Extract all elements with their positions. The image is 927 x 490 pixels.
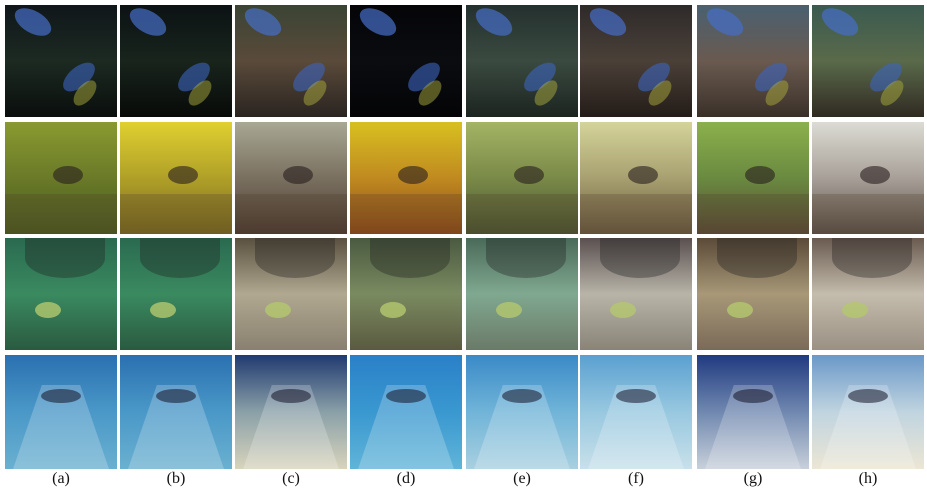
image-tile bbox=[5, 122, 117, 234]
image-tile bbox=[697, 355, 809, 469]
panel-label: (a) bbox=[5, 470, 117, 488]
panel-label: (b) bbox=[120, 470, 232, 488]
panel-label: (d) bbox=[350, 470, 462, 488]
image-tile bbox=[350, 122, 462, 234]
hatch bbox=[156, 389, 196, 403]
hatch bbox=[386, 389, 426, 403]
image-tile bbox=[697, 5, 809, 117]
seabed bbox=[5, 194, 117, 234]
fish bbox=[702, 5, 748, 42]
image-tile bbox=[580, 122, 692, 234]
image-tile bbox=[120, 238, 232, 350]
seabed bbox=[120, 194, 232, 234]
rock bbox=[832, 238, 912, 278]
fish bbox=[585, 5, 631, 42]
image-tile bbox=[5, 5, 117, 117]
rock bbox=[140, 238, 220, 278]
image-tile bbox=[812, 355, 924, 469]
seabed bbox=[812, 194, 924, 234]
image-tile bbox=[235, 355, 347, 469]
image-tile bbox=[5, 238, 117, 350]
fish bbox=[398, 166, 428, 184]
panel-label: (f) bbox=[580, 470, 692, 488]
panel-label: (g) bbox=[697, 470, 809, 488]
seabed bbox=[466, 194, 578, 234]
image-tile bbox=[466, 355, 578, 469]
image-tile bbox=[235, 238, 347, 350]
hatch bbox=[733, 389, 773, 403]
figure: (a)(b)(c)(d)(e)(f) (g)(h) bbox=[0, 0, 927, 490]
fish bbox=[860, 166, 890, 184]
image-tile bbox=[466, 122, 578, 234]
urchin bbox=[610, 302, 636, 318]
fish bbox=[628, 166, 658, 184]
image-tile bbox=[120, 355, 232, 469]
image-tile bbox=[466, 238, 578, 350]
urchin bbox=[150, 302, 176, 318]
urchin bbox=[842, 302, 868, 318]
hatch bbox=[271, 389, 311, 403]
image-tile bbox=[120, 5, 232, 117]
image-tile bbox=[697, 238, 809, 350]
hatch bbox=[502, 389, 542, 403]
panel-label: (c) bbox=[235, 470, 347, 488]
image-tile bbox=[697, 122, 809, 234]
image-tile bbox=[812, 122, 924, 234]
image-tile bbox=[235, 5, 347, 117]
image-tile bbox=[580, 238, 692, 350]
fish bbox=[471, 5, 517, 42]
panel-label: (e) bbox=[466, 470, 578, 488]
seabed bbox=[580, 194, 692, 234]
fish bbox=[10, 5, 56, 42]
image-tile bbox=[350, 5, 462, 117]
urchin bbox=[380, 302, 406, 318]
rock bbox=[717, 238, 797, 278]
image-tile bbox=[350, 355, 462, 469]
fish bbox=[240, 5, 286, 42]
urchin bbox=[35, 302, 61, 318]
image-tile bbox=[580, 5, 692, 117]
urchin bbox=[496, 302, 522, 318]
image-tile bbox=[235, 122, 347, 234]
fish bbox=[168, 166, 198, 184]
fish bbox=[514, 166, 544, 184]
image-tile bbox=[120, 122, 232, 234]
rock bbox=[255, 238, 335, 278]
image-tile bbox=[812, 238, 924, 350]
urchin bbox=[727, 302, 753, 318]
rock bbox=[25, 238, 105, 278]
hatch bbox=[41, 389, 81, 403]
image-tile bbox=[812, 5, 924, 117]
urchin bbox=[265, 302, 291, 318]
rock bbox=[600, 238, 680, 278]
seabed bbox=[235, 194, 347, 234]
seabed bbox=[697, 194, 809, 234]
image-tile bbox=[5, 355, 117, 469]
image-tile bbox=[466, 5, 578, 117]
fish bbox=[817, 5, 863, 42]
rock bbox=[486, 238, 566, 278]
image-tile bbox=[580, 355, 692, 469]
seabed bbox=[350, 194, 462, 234]
fish bbox=[125, 5, 171, 42]
fish bbox=[283, 166, 313, 184]
fish bbox=[53, 166, 83, 184]
image-tile bbox=[350, 238, 462, 350]
hatch bbox=[616, 389, 656, 403]
hatch bbox=[848, 389, 888, 403]
fish bbox=[355, 5, 401, 42]
rock bbox=[370, 238, 450, 278]
panel-label: (h) bbox=[812, 470, 924, 488]
fish bbox=[745, 166, 775, 184]
